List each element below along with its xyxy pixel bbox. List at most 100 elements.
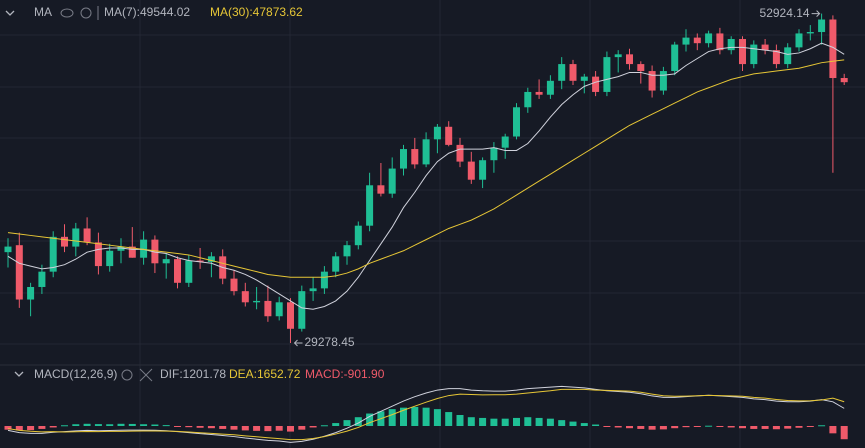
collapse-icon[interactable] [14,371,24,377]
eye-icon[interactable] [60,8,74,18]
macd-bar [795,426,803,428]
candle-body [207,256,215,262]
macd-bar [72,424,80,426]
macd-bar [422,407,430,426]
macd-bar [332,423,340,426]
dea-line [7,388,845,441]
macd-bar [207,426,215,429]
candle-body [659,71,667,91]
collapse-icon[interactable] [5,10,15,16]
candle-body [61,236,68,247]
macd-bar [366,413,374,426]
macd-bar [151,424,159,426]
ma-line [7,59,845,278]
candle-body [4,246,12,253]
candle-body [354,225,362,246]
high-annotation: 52924.14 [760,6,810,20]
candle-body [546,80,554,95]
candle-body [94,242,102,267]
candle-body [750,44,758,65]
candle-body [626,54,633,65]
macd-bar [739,426,746,429]
macd-bar [626,426,633,429]
close-icon[interactable] [139,368,153,382]
macd-bar [264,426,272,432]
settings-icon[interactable] [121,369,133,381]
candle-body [535,91,543,95]
macd-bar [27,426,35,431]
macd-bar [829,426,837,434]
ma-line [7,42,845,310]
macd-bar [761,426,769,429]
candle-body [840,78,848,83]
candle-body [151,239,159,264]
candle-body [829,19,837,79]
macd-bar [659,426,667,430]
macd-bar [241,426,249,431]
macd-bar [637,426,645,429]
candle-body [140,239,148,258]
candle-body [671,44,679,72]
macd-bar [140,424,148,426]
candle-body [727,39,735,51]
settings-icon[interactable] [80,7,92,19]
macd-bar [603,426,611,427]
candle-body [128,246,136,258]
macd-bar [456,415,464,426]
macd-header: MACD(12,26,9) DIF:1201.78 DEA:1652.72 MA… [14,367,385,382]
candle-body [648,71,656,91]
candle-body [275,302,283,317]
macd-bar [671,426,679,429]
macd-bar [569,421,577,426]
macd-bar [320,425,328,427]
candle-body [117,246,125,251]
candle-body [309,288,317,292]
candle-body [185,260,193,283]
candle-body [761,44,769,51]
candle-body [716,33,724,51]
macd-bar [287,426,294,432]
candle-body [490,147,498,161]
macd-bar [727,426,735,428]
macd-bar [433,409,441,426]
candle-body [320,271,328,289]
macd-bar [411,406,419,426]
candle-body [366,185,374,226]
macd-bar [490,418,498,426]
candle-body [806,32,814,34]
candle-body [637,64,645,72]
candle-body [264,300,272,317]
candle-body [162,259,170,264]
macd-bar [309,426,317,428]
candle-body [569,64,577,81]
marks: 52924.14 29278.45 [4,6,848,443]
candle-body [253,300,261,303]
candle-body [377,185,385,194]
candle-body [456,144,464,162]
candle-body [614,54,622,58]
candle-body [196,260,204,262]
macd-bar [162,425,170,427]
candle-body [400,149,407,169]
macd-bar [388,409,396,426]
macd-bar [614,426,622,428]
ma-header: MA MA(7):49544.02 MA(30):47873.62 [5,5,303,20]
macd-bar [298,426,306,430]
candle-body [422,139,430,165]
macd-bar [693,426,701,427]
macd-bar [818,425,826,427]
candle-body [580,76,588,81]
candle-body [501,136,509,148]
low-annotation: 29278.45 [305,335,355,349]
candle-body [298,291,306,329]
candle-body [784,47,792,65]
macd-bar [772,426,780,430]
ma7-label: MA(7):49544.02 [104,5,190,19]
candle-body [592,76,600,92]
candle-body [772,50,780,65]
macd-bar [83,423,91,426]
macd-title: MACD(12,26,9) [34,367,117,381]
candle-body [411,149,419,165]
